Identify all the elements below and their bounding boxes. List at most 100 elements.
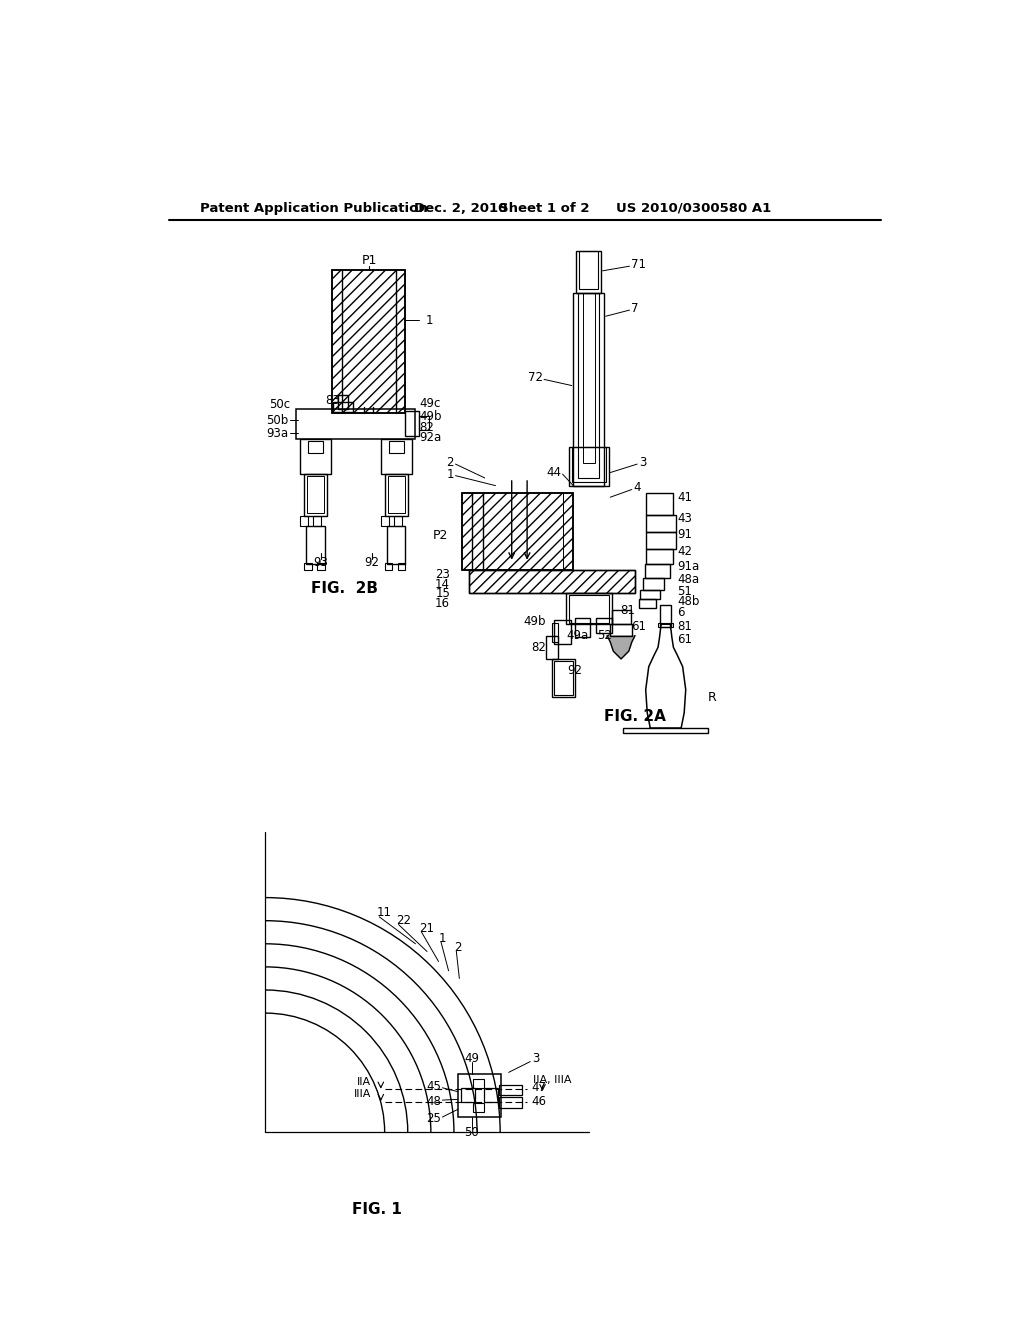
Bar bbox=[462, 494, 573, 570]
Bar bbox=[645, 564, 670, 578]
Bar bbox=[300, 440, 331, 474]
Text: 16: 16 bbox=[435, 597, 451, 610]
Text: P1: P1 bbox=[361, 255, 377, 268]
Text: FIG. 2A: FIG. 2A bbox=[604, 709, 666, 725]
Bar bbox=[304, 474, 327, 516]
Text: 93: 93 bbox=[313, 556, 328, 569]
Bar bbox=[333, 271, 406, 412]
Bar bbox=[307, 441, 323, 453]
Text: 43: 43 bbox=[677, 512, 692, 525]
Bar bbox=[458, 1074, 501, 1117]
Text: 51: 51 bbox=[677, 585, 692, 598]
Bar bbox=[552, 623, 558, 642]
Text: 82: 82 bbox=[419, 421, 434, 434]
Text: 50b: 50b bbox=[266, 413, 289, 426]
Text: 1: 1 bbox=[446, 467, 454, 480]
Bar bbox=[646, 549, 674, 564]
Bar bbox=[394, 516, 401, 525]
Bar bbox=[397, 562, 406, 570]
Bar bbox=[646, 515, 676, 532]
Text: 92: 92 bbox=[567, 664, 583, 677]
Bar bbox=[333, 403, 353, 412]
Text: 49: 49 bbox=[464, 1052, 479, 1065]
Text: 6: 6 bbox=[677, 606, 685, 619]
Text: 45: 45 bbox=[426, 1080, 441, 1093]
Text: 72: 72 bbox=[527, 371, 543, 384]
Text: 2: 2 bbox=[454, 941, 462, 954]
Bar bbox=[387, 525, 406, 564]
Bar bbox=[596, 618, 611, 634]
Bar bbox=[639, 599, 655, 609]
Bar bbox=[578, 293, 599, 478]
Text: 7: 7 bbox=[631, 302, 639, 315]
Bar bbox=[624, 729, 708, 733]
Bar bbox=[462, 494, 573, 570]
Bar bbox=[385, 562, 392, 570]
Bar bbox=[646, 532, 676, 549]
Bar bbox=[385, 474, 408, 516]
Text: 21: 21 bbox=[419, 921, 434, 935]
Text: R: R bbox=[708, 690, 717, 704]
Bar bbox=[580, 251, 598, 289]
Bar bbox=[500, 1085, 522, 1096]
Text: 48b: 48b bbox=[677, 595, 699, 609]
Bar bbox=[306, 525, 325, 564]
Text: 44: 44 bbox=[546, 466, 561, 479]
Bar bbox=[316, 562, 325, 570]
Text: 41: 41 bbox=[677, 491, 692, 504]
Text: 83: 83 bbox=[325, 393, 340, 407]
Text: 81: 81 bbox=[620, 603, 635, 616]
Bar bbox=[660, 605, 671, 627]
Bar bbox=[333, 271, 406, 412]
Bar bbox=[573, 293, 604, 486]
Text: 11: 11 bbox=[377, 907, 392, 920]
Bar bbox=[469, 570, 635, 594]
Text: 23: 23 bbox=[435, 568, 451, 581]
Text: P2: P2 bbox=[432, 529, 447, 543]
Text: 22: 22 bbox=[396, 915, 412, 927]
Text: 46: 46 bbox=[531, 1096, 547, 1109]
Text: Dec. 2, 2010: Dec. 2, 2010 bbox=[414, 202, 507, 215]
Text: 50: 50 bbox=[464, 1126, 479, 1139]
Bar bbox=[610, 624, 632, 636]
Bar bbox=[419, 416, 429, 430]
Bar bbox=[313, 516, 321, 525]
Bar bbox=[461, 1088, 475, 1102]
Bar bbox=[640, 590, 659, 599]
Bar bbox=[473, 1078, 484, 1088]
Bar bbox=[473, 1104, 484, 1113]
Bar bbox=[583, 293, 595, 462]
Bar bbox=[574, 618, 590, 638]
Text: 91: 91 bbox=[677, 528, 692, 541]
Text: FIG. 1: FIG. 1 bbox=[352, 1203, 401, 1217]
Text: FIG.  2B: FIG. 2B bbox=[311, 581, 378, 595]
Bar bbox=[339, 395, 348, 409]
Bar bbox=[300, 516, 307, 525]
Text: 15: 15 bbox=[435, 587, 451, 601]
Text: 49b: 49b bbox=[419, 409, 441, 422]
Bar bbox=[381, 516, 388, 525]
Bar bbox=[554, 620, 571, 644]
Bar bbox=[388, 441, 403, 453]
Text: 42: 42 bbox=[677, 545, 692, 557]
Bar bbox=[552, 659, 574, 697]
Bar bbox=[568, 447, 608, 486]
Bar bbox=[565, 594, 611, 624]
Text: 93a: 93a bbox=[266, 426, 289, 440]
Text: 49c: 49c bbox=[419, 397, 440, 409]
Text: IIA, IIIA: IIA, IIIA bbox=[534, 1074, 571, 1085]
Bar bbox=[577, 251, 601, 293]
Text: 52: 52 bbox=[597, 630, 611, 643]
Bar bbox=[571, 447, 605, 482]
Text: 92a: 92a bbox=[419, 432, 441, 445]
Bar bbox=[381, 440, 412, 474]
Text: 61: 61 bbox=[677, 634, 692, 647]
Text: 47: 47 bbox=[531, 1081, 547, 1094]
Text: 2: 2 bbox=[446, 455, 454, 469]
Text: 81: 81 bbox=[677, 620, 692, 634]
Bar bbox=[406, 411, 419, 436]
Text: IIA: IIA bbox=[356, 1077, 371, 1086]
Bar bbox=[304, 562, 311, 570]
Polygon shape bbox=[607, 636, 635, 659]
Bar bbox=[646, 494, 674, 515]
